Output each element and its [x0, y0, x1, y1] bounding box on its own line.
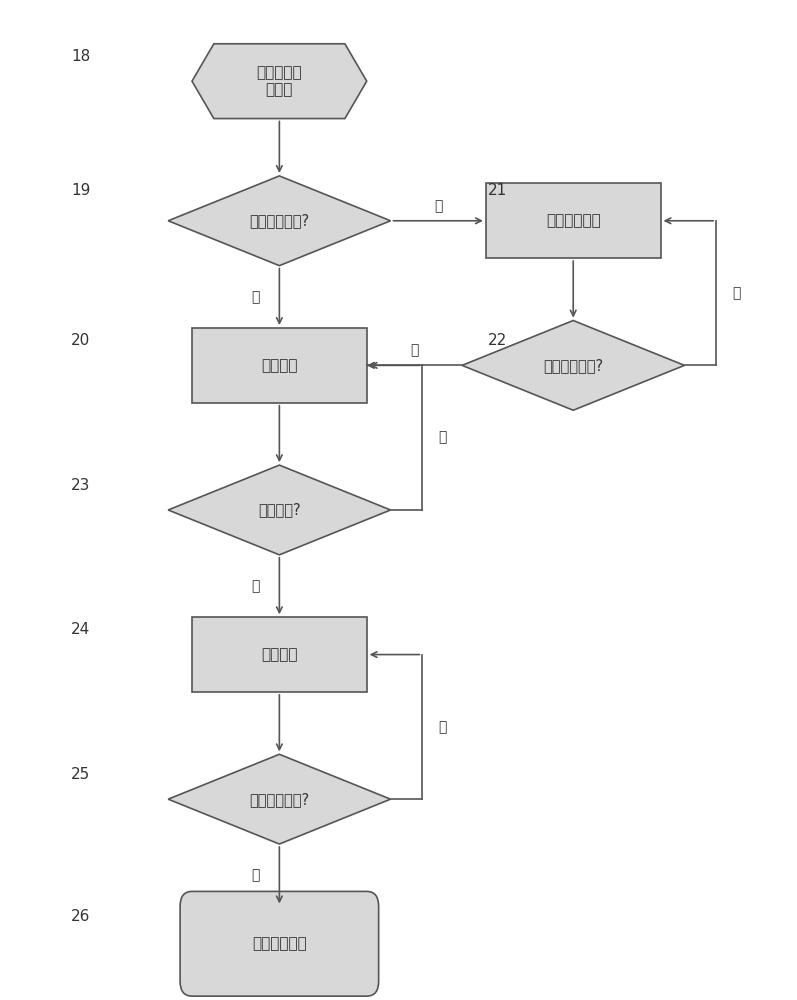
Text: 否: 否: [438, 720, 446, 734]
Text: 正常工作: 正常工作: [261, 647, 297, 662]
Text: 是: 是: [434, 199, 442, 213]
Polygon shape: [168, 465, 391, 555]
Text: 是: 是: [251, 579, 260, 593]
Text: 工作异常判断?: 工作异常判断?: [249, 792, 309, 807]
Text: 25: 25: [71, 767, 90, 782]
FancyBboxPatch shape: [180, 891, 379, 996]
Text: 26: 26: [71, 909, 91, 924]
Text: 扫频需求判断?: 扫频需求判断?: [249, 213, 309, 228]
Text: 是: 是: [251, 868, 260, 882]
Text: 掉电结束工作: 掉电结束工作: [252, 936, 307, 951]
Text: 24: 24: [71, 622, 90, 637]
Polygon shape: [462, 320, 685, 410]
Text: 否: 否: [438, 431, 446, 445]
Polygon shape: [168, 176, 391, 266]
Text: 是: 是: [410, 343, 418, 357]
Text: 上电复位开
始工作: 上电复位开 始工作: [257, 65, 302, 97]
Text: 23: 23: [71, 478, 91, 493]
FancyBboxPatch shape: [192, 328, 367, 403]
Text: 否: 否: [251, 290, 260, 304]
FancyBboxPatch shape: [486, 183, 661, 258]
Polygon shape: [192, 44, 367, 119]
Text: 18: 18: [71, 49, 90, 64]
FancyBboxPatch shape: [192, 617, 367, 692]
Text: 谐振频率获取?: 谐振频率获取?: [544, 358, 603, 373]
Text: 22: 22: [488, 333, 508, 348]
Text: 19: 19: [71, 183, 91, 198]
Text: 否: 否: [732, 286, 740, 300]
Text: 数字频率扫描: 数字频率扫描: [546, 213, 601, 228]
Text: 21: 21: [488, 183, 508, 198]
Text: 起振完成?: 起振完成?: [258, 502, 300, 517]
Text: 20: 20: [71, 333, 90, 348]
Polygon shape: [168, 754, 391, 844]
Text: 数字起振: 数字起振: [261, 358, 297, 373]
